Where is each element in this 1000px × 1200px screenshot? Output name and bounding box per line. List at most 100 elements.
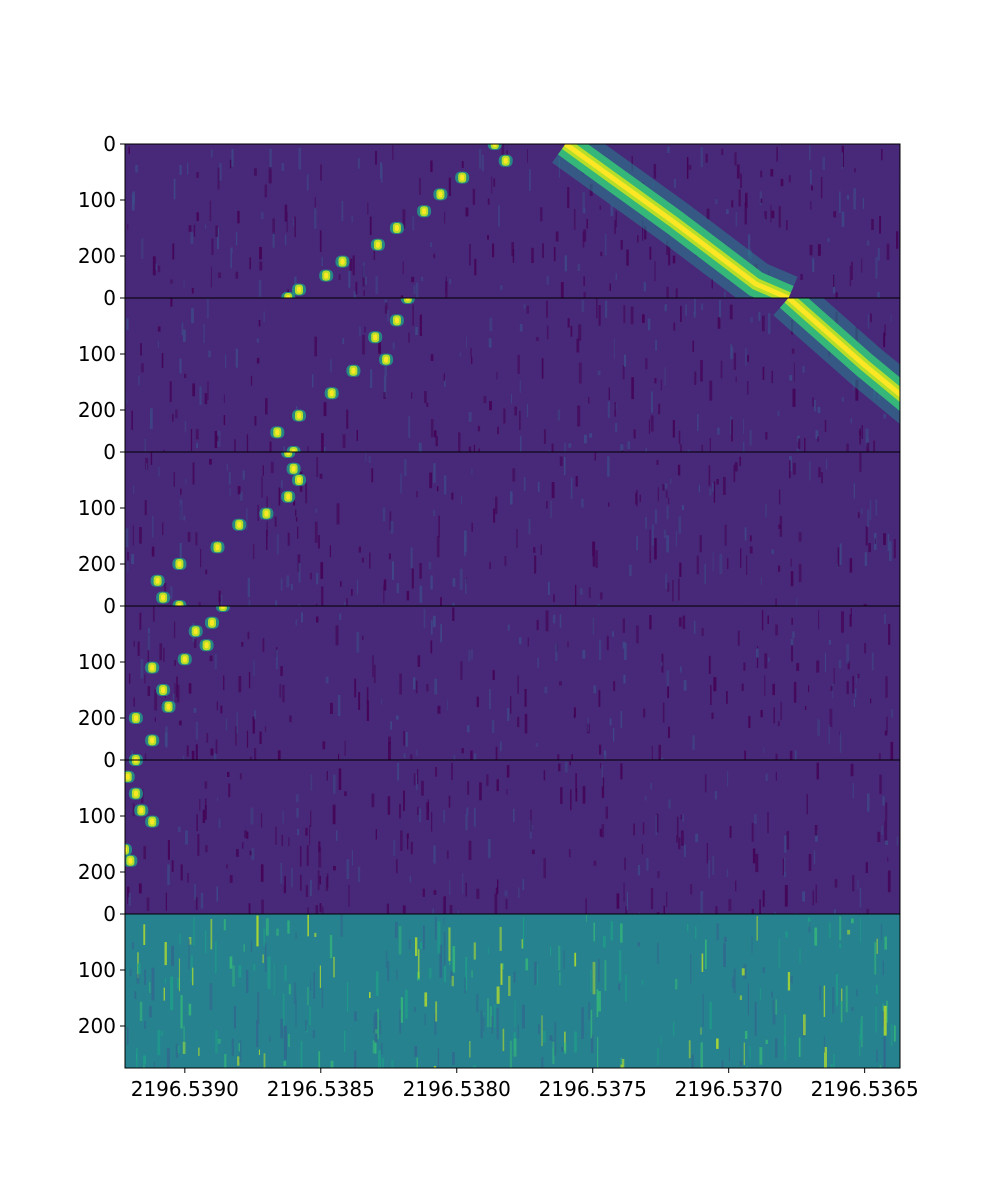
track-point	[205, 616, 219, 629]
x-tick-label: 2196.5390	[131, 1077, 239, 1101]
y-tick-label: 0	[103, 132, 116, 156]
track-point	[346, 364, 361, 377]
y-tick-label: 200	[78, 244, 116, 268]
stepped-track	[281, 144, 513, 298]
track-point	[161, 700, 176, 713]
noise-texture	[125, 452, 900, 606]
x-ticks-layer: 2196.5390 2196.5385 2196.5380 2196.5375 2196…	[131, 1068, 919, 1101]
y-tick-label: 200	[78, 398, 116, 422]
track-point	[370, 238, 385, 251]
track-point	[145, 661, 160, 674]
y-tick-label: 100	[78, 804, 116, 828]
track-point	[128, 787, 143, 800]
y-tick-label: 0	[103, 748, 116, 772]
track-point	[156, 591, 171, 604]
stepped-track	[128, 606, 230, 760]
track-point	[281, 490, 296, 503]
y-tick-label: 100	[78, 650, 116, 674]
track-point	[199, 639, 214, 652]
track-point	[281, 292, 296, 298]
y-tick-label: 100	[78, 188, 116, 212]
y-ticks-layer: 0 100 200 0 100 200 0 100 200 0 100 200 0 100 200 0 100 2…	[78, 132, 125, 1038]
track-point	[324, 387, 339, 400]
track-point	[128, 754, 143, 760]
stepped-track	[150, 452, 306, 606]
y-tick-label: 200	[78, 706, 116, 730]
heatmap-panel-1	[125, 144, 900, 298]
track-point	[335, 255, 350, 268]
heatmap-panel-6	[125, 914, 900, 1068]
track-point	[145, 815, 160, 828]
track-point	[400, 298, 415, 304]
x-tick-label: 2196.5380	[403, 1077, 511, 1101]
noise-texture	[126, 914, 900, 1068]
track-point	[281, 452, 296, 458]
noise-texture	[127, 761, 900, 914]
track-point	[210, 541, 225, 554]
track-point	[455, 171, 470, 184]
track-point	[96, 827, 110, 839]
track-point	[125, 854, 138, 867]
broad-drift-track	[973, 452, 1000, 542]
track-point	[128, 760, 143, 766]
track-point	[177, 653, 192, 666]
broad-drift-track	[773, 298, 900, 425]
panel-background	[125, 298, 900, 452]
track-point	[368, 331, 383, 344]
track-point	[172, 600, 187, 606]
track-point	[215, 606, 230, 612]
noise-texture	[128, 606, 894, 760]
x-tick-label: 2196.5385	[267, 1077, 375, 1101]
frames-layer	[124, 143, 901, 1069]
track-point	[125, 770, 135, 783]
track-point	[128, 712, 143, 724]
y-tick-label: 200	[78, 860, 116, 884]
stepped-track	[96, 760, 160, 867]
track-point	[417, 205, 432, 218]
y-tick-label: 0	[103, 594, 116, 618]
panels-layer	[96, 144, 1000, 1068]
track-point	[487, 144, 502, 150]
y-tick-label: 200	[78, 1014, 116, 1038]
track-point	[150, 574, 165, 587]
noise-texture	[126, 298, 892, 452]
y-tick-label: 0	[103, 286, 116, 310]
y-tick-label: 100	[78, 342, 116, 366]
y-tick-label: 100	[78, 496, 116, 520]
track-point	[319, 269, 334, 282]
track-point	[379, 353, 394, 366]
heatmap-panel-3	[125, 452, 1000, 606]
track-point	[292, 409, 306, 422]
panel-background	[125, 760, 900, 914]
track-point	[389, 314, 404, 327]
track-point	[172, 558, 187, 570]
panel-background	[125, 914, 900, 1068]
x-tick-label: 2196.5375	[539, 1077, 647, 1101]
broad-drift-track	[552, 144, 798, 298]
track-point	[498, 154, 513, 167]
track-point	[286, 462, 301, 475]
y-tick-label: 200	[78, 552, 116, 576]
track-point	[292, 474, 306, 486]
heatmap-panel-5	[96, 760, 900, 914]
track-point	[232, 518, 247, 531]
track-point	[145, 734, 160, 747]
heatmap-panel-4	[125, 606, 900, 760]
track-point	[389, 222, 404, 234]
y-tick-label: 0	[103, 902, 116, 926]
y-tick-label: 100	[78, 958, 116, 982]
track-point	[125, 843, 132, 856]
track-point	[156, 684, 171, 696]
x-tick-label: 2196.5370	[675, 1077, 783, 1101]
track-point	[270, 426, 285, 439]
y-tick-label: 0	[103, 440, 116, 464]
x-tick-label: 2196.5365	[811, 1077, 919, 1101]
track-point	[433, 188, 448, 201]
track-point	[286, 446, 301, 452]
track-point	[188, 625, 203, 638]
stepped-track	[270, 298, 415, 452]
panel-background	[125, 606, 900, 760]
track-point	[134, 804, 149, 817]
heatmap-panel-2	[125, 298, 900, 452]
